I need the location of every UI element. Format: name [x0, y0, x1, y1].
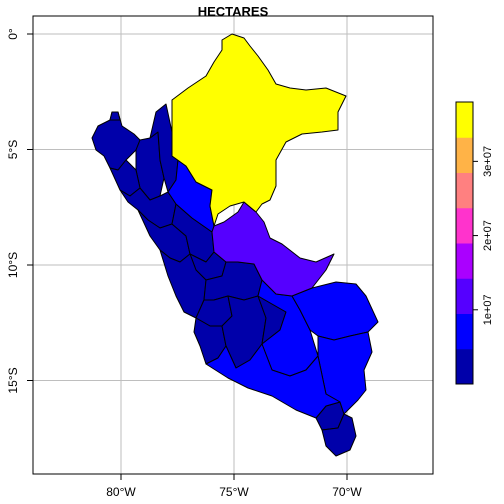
y-tick-label-0: 0° [6, 28, 20, 40]
regions-layer [91, 33, 379, 457]
legend-swatch-4 [456, 207, 473, 244]
legend-tick-label-2: 3e+07 [482, 146, 494, 177]
y-tick-label-2: 10°S [6, 252, 20, 278]
color-legend: 1e+07 2e+07 3e+07 [455, 101, 494, 385]
legend-tick-label-1: 2e+07 [482, 220, 494, 251]
legend-swatch-5 [456, 172, 473, 209]
legend-swatch-3 [456, 243, 473, 279]
region-ucayali [211, 201, 335, 297]
region-tacna [321, 413, 357, 457]
legend-swatch-0 [456, 348, 473, 385]
x-tick-label-1: 75°W [219, 485, 249, 499]
legend-swatch-7 [456, 102, 473, 138]
region-tumbes [109, 111, 121, 121]
x-tick-label-0: 80°W [106, 485, 136, 499]
region-loreto [171, 33, 347, 227]
legend-frame [455, 101, 474, 385]
x-tick-label-2: 70°W [332, 485, 362, 499]
legend-swatch-2 [456, 278, 473, 314]
region-piura [91, 111, 141, 171]
legend-swatch-6 [456, 137, 473, 173]
chart-title: HECTARES [198, 4, 269, 19]
region-arequipa [205, 343, 341, 419]
legend-tick-label-0: 1e+07 [482, 294, 494, 325]
y-tick-label-3: 15°S [6, 367, 20, 393]
map-frame [32, 15, 434, 475]
axis-ticks: 80°W 75°W 70°W 0° 5°S 10°S 15°S [6, 28, 362, 499]
legend-swatch-1 [456, 313, 473, 350]
y-tick-label-1: 5°S [6, 140, 20, 159]
